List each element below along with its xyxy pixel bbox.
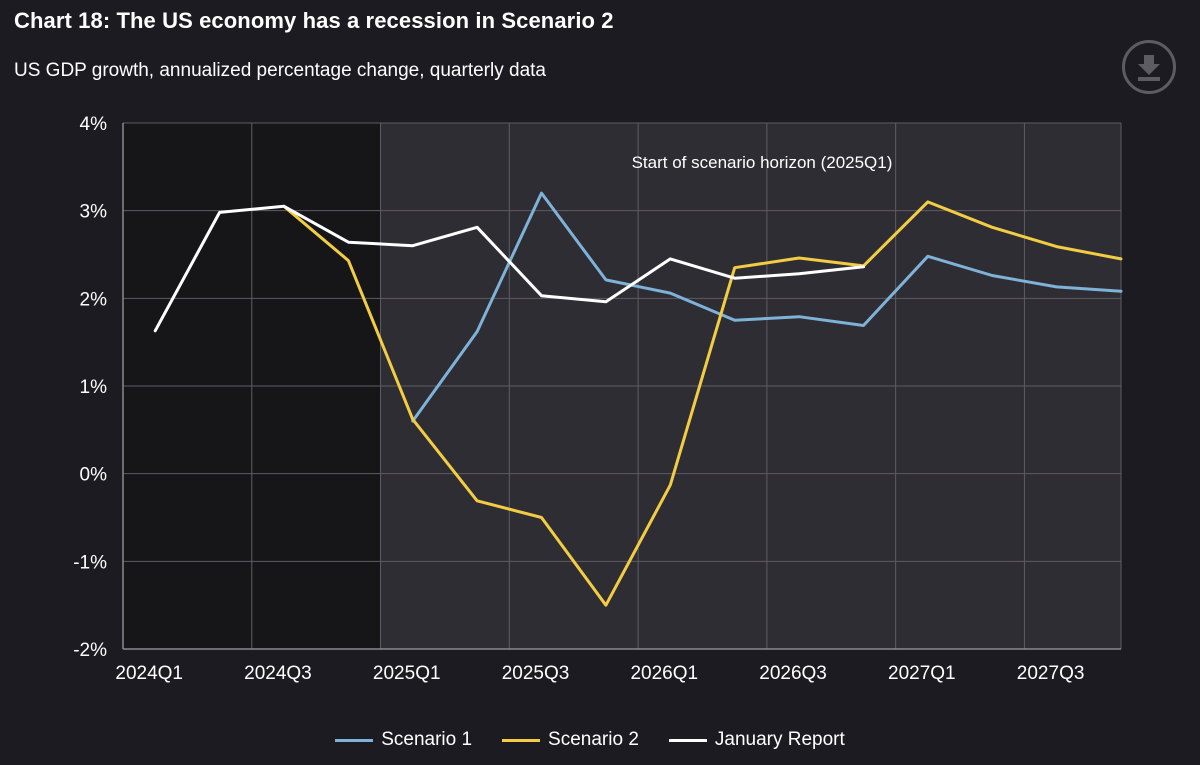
download-icon <box>1138 55 1160 81</box>
legend: Scenario 1 Scenario 2 January Report <box>0 729 1190 751</box>
legend-label-scenario-2: Scenario 2 <box>548 729 639 750</box>
legend-swatch-scenario-2 <box>502 738 541 742</box>
y-tick-label: 2% <box>80 289 108 310</box>
legend-label-scenario-1: Scenario 1 <box>381 729 473 750</box>
x-tick-label: 2027Q3 <box>1017 663 1085 684</box>
series-line-january-report <box>153 204 865 333</box>
y-tick-label: -1% <box>73 552 107 573</box>
annotation-scenario-horizon: Start of scenario horizon (2025Q1) <box>632 153 893 172</box>
legend-item-january-report[interactable]: January Report <box>668 729 845 751</box>
y-tick-label: 4% <box>80 114 108 135</box>
x-tick-label: 2026Q3 <box>759 663 827 684</box>
series-line-scenario-2 <box>282 200 1123 607</box>
download-button[interactable] <box>1122 40 1176 94</box>
legend-label-january-report: January Report <box>714 729 845 750</box>
y-tick-label: 1% <box>80 377 108 398</box>
chart-title: Chart 18: The US economy has a recession… <box>14 8 614 33</box>
chart-subtitle: US GDP growth, annualized percentage cha… <box>14 60 546 81</box>
x-tick-label: 2025Q1 <box>373 663 441 684</box>
legend-swatch-scenario-1 <box>335 738 374 742</box>
x-tick-label: 2024Q1 <box>115 663 183 684</box>
x-tick-label: 2025Q3 <box>502 663 570 684</box>
y-tick-label: 0% <box>80 465 108 486</box>
x-tick-label: 2024Q3 <box>244 663 312 684</box>
x-tick-label: 2026Q1 <box>630 663 698 684</box>
series-line-scenario-1 <box>411 191 1123 423</box>
legend-item-scenario-1[interactable]: Scenario 1 <box>335 729 472 751</box>
y-tick-label: -2% <box>73 640 107 661</box>
y-tick-label: 3% <box>80 202 108 223</box>
x-tick-label: 2027Q1 <box>888 663 956 684</box>
legend-item-scenario-2[interactable]: Scenario 2 <box>502 729 639 751</box>
legend-swatch-january-report <box>668 738 707 742</box>
